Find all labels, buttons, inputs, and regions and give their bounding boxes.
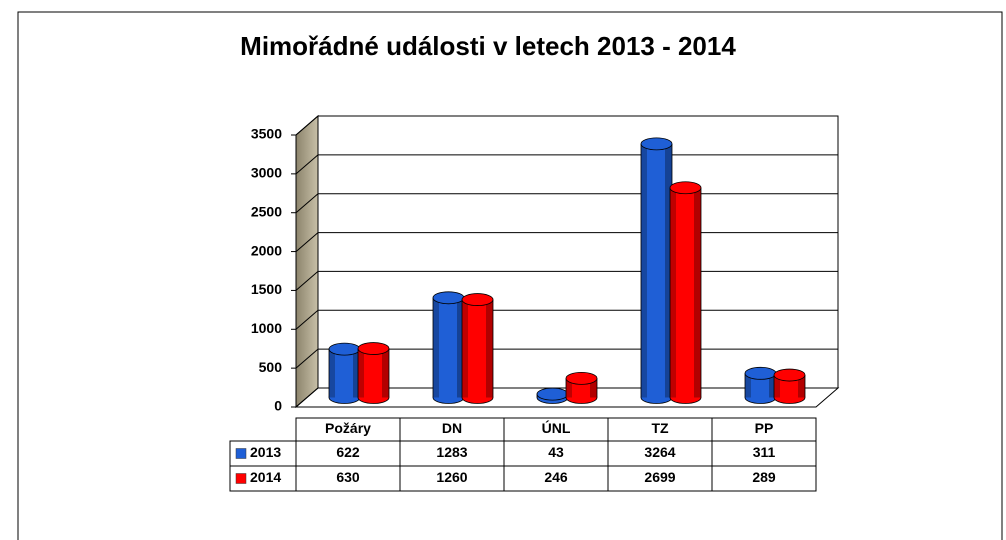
grid-line — [295, 309, 319, 330]
cylinder-shade — [358, 348, 364, 398]
chart-border — [17, 11, 1003, 540]
grid-line — [295, 193, 319, 214]
y-tick-label: 500 — [259, 359, 283, 375]
legend-swatch — [235, 473, 247, 484]
grid-line — [295, 348, 319, 369]
cylinder-shade — [486, 299, 493, 398]
cylinder — [357, 342, 390, 404]
grid-line — [295, 154, 319, 175]
cylinder-top — [565, 371, 598, 385]
cylinder-shade — [745, 373, 751, 398]
cylinder-top — [640, 137, 673, 151]
cylinder — [536, 387, 569, 404]
legend-label: 2013 — [250, 444, 281, 460]
category-label: TZ — [651, 420, 669, 436]
y-tick-label: 1000 — [251, 320, 282, 336]
cylinder-shade — [433, 297, 439, 398]
cylinder — [773, 368, 806, 404]
table-value: 622 — [336, 444, 360, 460]
cylinder-shade — [641, 143, 647, 398]
cylinder-top — [744, 366, 777, 380]
cylinder-shade — [462, 299, 468, 398]
cylinder-shade — [590, 378, 597, 398]
cylinder-shade — [670, 187, 676, 398]
grid-line — [295, 387, 319, 408]
y-tick-label: 2000 — [251, 242, 282, 258]
grid-line — [295, 115, 319, 136]
y-tick-label: 1500 — [251, 281, 282, 297]
legend-label: 2014 — [250, 469, 281, 485]
table-value: 311 — [753, 444, 776, 460]
cylinder-top — [669, 181, 702, 195]
table-value: 1260 — [436, 469, 467, 485]
cylinder-top — [773, 368, 806, 382]
y-tick-label: 3500 — [251, 126, 282, 142]
table-value: 246 — [544, 469, 568, 485]
cylinder-shade — [457, 297, 464, 398]
back-wall — [317, 115, 839, 389]
cylinder-body — [329, 349, 360, 398]
legend-swatch — [235, 448, 247, 459]
cylinder-body — [641, 143, 672, 398]
cylinder — [669, 181, 702, 404]
cylinder-top — [461, 293, 494, 306]
cylinder-shade — [694, 187, 701, 398]
category-label: PP — [755, 420, 774, 436]
cylinder — [461, 293, 494, 404]
cylinder — [565, 371, 598, 404]
cylinder-shade — [774, 375, 780, 398]
cylinder-body — [670, 187, 701, 398]
table-value: 43 — [548, 444, 564, 460]
cylinder-shade — [382, 348, 389, 398]
y-tick-label: 3000 — [251, 165, 282, 181]
table-value: 1283 — [436, 444, 467, 460]
cylinder-shade — [353, 349, 360, 398]
cylinder-top — [328, 342, 361, 356]
category-label: Požáry — [325, 420, 371, 436]
table-value: 2699 — [644, 469, 675, 485]
cylinder-shade — [769, 373, 776, 398]
category-label: DN — [442, 420, 462, 436]
cylinder — [640, 137, 673, 404]
table-value: 289 — [752, 469, 776, 485]
grid-line — [295, 271, 319, 291]
cylinder — [744, 366, 777, 404]
category-label: ÚNL — [542, 419, 571, 436]
grid-line — [295, 232, 319, 252]
cylinder-body — [462, 299, 493, 398]
cylinder-top — [432, 291, 465, 305]
chart-title: Mimořádné události v letech 2013 - 2014 — [240, 31, 736, 61]
cylinder — [432, 291, 465, 404]
cylinder-body — [433, 297, 464, 398]
y-tick-label: 2500 — [251, 203, 282, 219]
side-wall — [295, 114, 319, 409]
cylinder-shade — [798, 375, 805, 398]
table-value: 630 — [336, 469, 360, 485]
table-value: 3264 — [644, 444, 675, 460]
y-tick-label: 0 — [274, 398, 282, 414]
cylinder-shade — [566, 378, 572, 398]
cylinder-body — [358, 348, 389, 398]
cylinder-top — [357, 342, 390, 355]
cylinder-shade — [665, 143, 672, 398]
cylinder-shade — [329, 349, 335, 398]
cylinder-top — [536, 387, 569, 401]
cylinder — [328, 342, 361, 404]
